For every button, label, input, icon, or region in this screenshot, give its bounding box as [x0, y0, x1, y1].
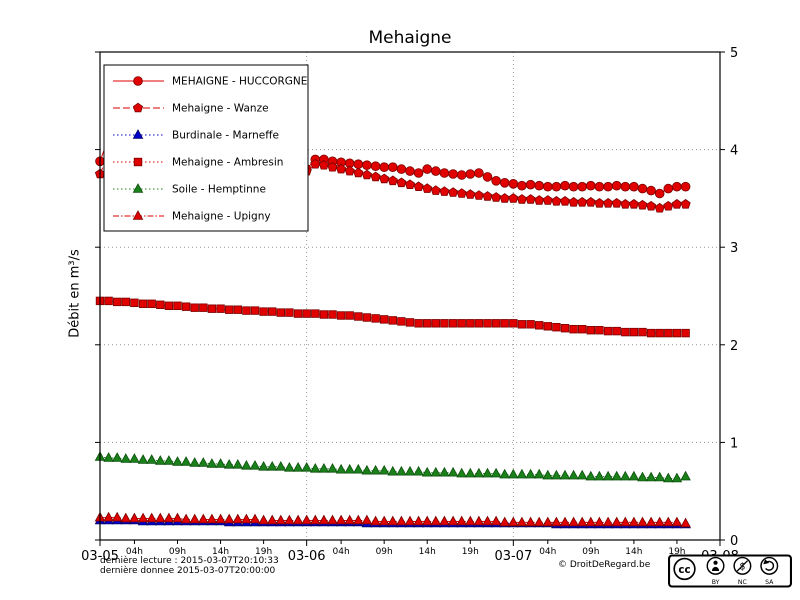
svg-text:03-05: 03-05 [81, 549, 119, 564]
svg-text:19h: 19h [255, 547, 272, 557]
svg-text:1: 1 [730, 436, 738, 451]
cc-nc-label: NC [738, 579, 747, 586]
svg-text:14h: 14h [419, 547, 436, 557]
cc-logo-icon [673, 557, 696, 581]
cc-license-badge[interactable]: cc $ BY NC SA [668, 554, 792, 588]
cc-badge-frame [668, 554, 792, 588]
chart-title: Mehaigne [368, 28, 452, 48]
svg-text:14h: 14h [625, 547, 642, 557]
svg-text:Soile - Hemptinne: Soile - Hemptinne [172, 184, 266, 196]
svg-text:5: 5 [730, 46, 738, 61]
svg-text:Mehaigne - Upigny: Mehaigne - Upigny [172, 211, 271, 223]
svg-text:03-06: 03-06 [288, 549, 326, 564]
svg-text:03-07: 03-07 [494, 549, 532, 564]
svg-text:3: 3 [730, 241, 738, 256]
cc-nc-icon: $ [733, 556, 752, 575]
svg-text:MEHAIGNE - HUCCORGNE: MEHAIGNE - HUCCORGNE [172, 76, 307, 88]
cc-logo-text: cc [678, 564, 690, 576]
cc-sa-label: SA [765, 579, 774, 586]
svg-text:09h: 09h [582, 547, 599, 557]
svg-text:Mehaigne - Ambresin: Mehaigne - Ambresin [172, 157, 283, 169]
svg-text:04h: 04h [126, 547, 143, 557]
svg-text:4: 4 [730, 144, 738, 159]
svg-text:04h: 04h [333, 547, 350, 557]
svg-text:Mehaigne - Wanze: Mehaigne - Wanze [172, 103, 269, 115]
copyright-text: © DroitDeRegard.be [558, 560, 651, 570]
cc-by-icon [706, 556, 725, 575]
svg-text:09h: 09h [376, 547, 393, 557]
svg-text:19h: 19h [462, 547, 479, 557]
svg-text:14h: 14h [212, 547, 229, 557]
svg-text:Burdinale - Marneffe: Burdinale - Marneffe [172, 130, 279, 142]
svg-text:09h: 09h [169, 547, 186, 557]
cc-by-label: BY [712, 579, 720, 586]
cc-sa-icon [760, 556, 779, 575]
last-reading-text: dernière lecture : 2015-03-07T20:10:33 [100, 556, 279, 566]
svg-text:04h: 04h [539, 547, 556, 557]
svg-text:$: $ [739, 561, 745, 572]
svg-text:0: 0 [730, 534, 738, 549]
svg-text:2: 2 [730, 339, 738, 354]
svg-text:19h: 19h [668, 547, 685, 557]
last-data-text: dernière donnee 2015-03-07T20:00:00 [100, 566, 276, 576]
